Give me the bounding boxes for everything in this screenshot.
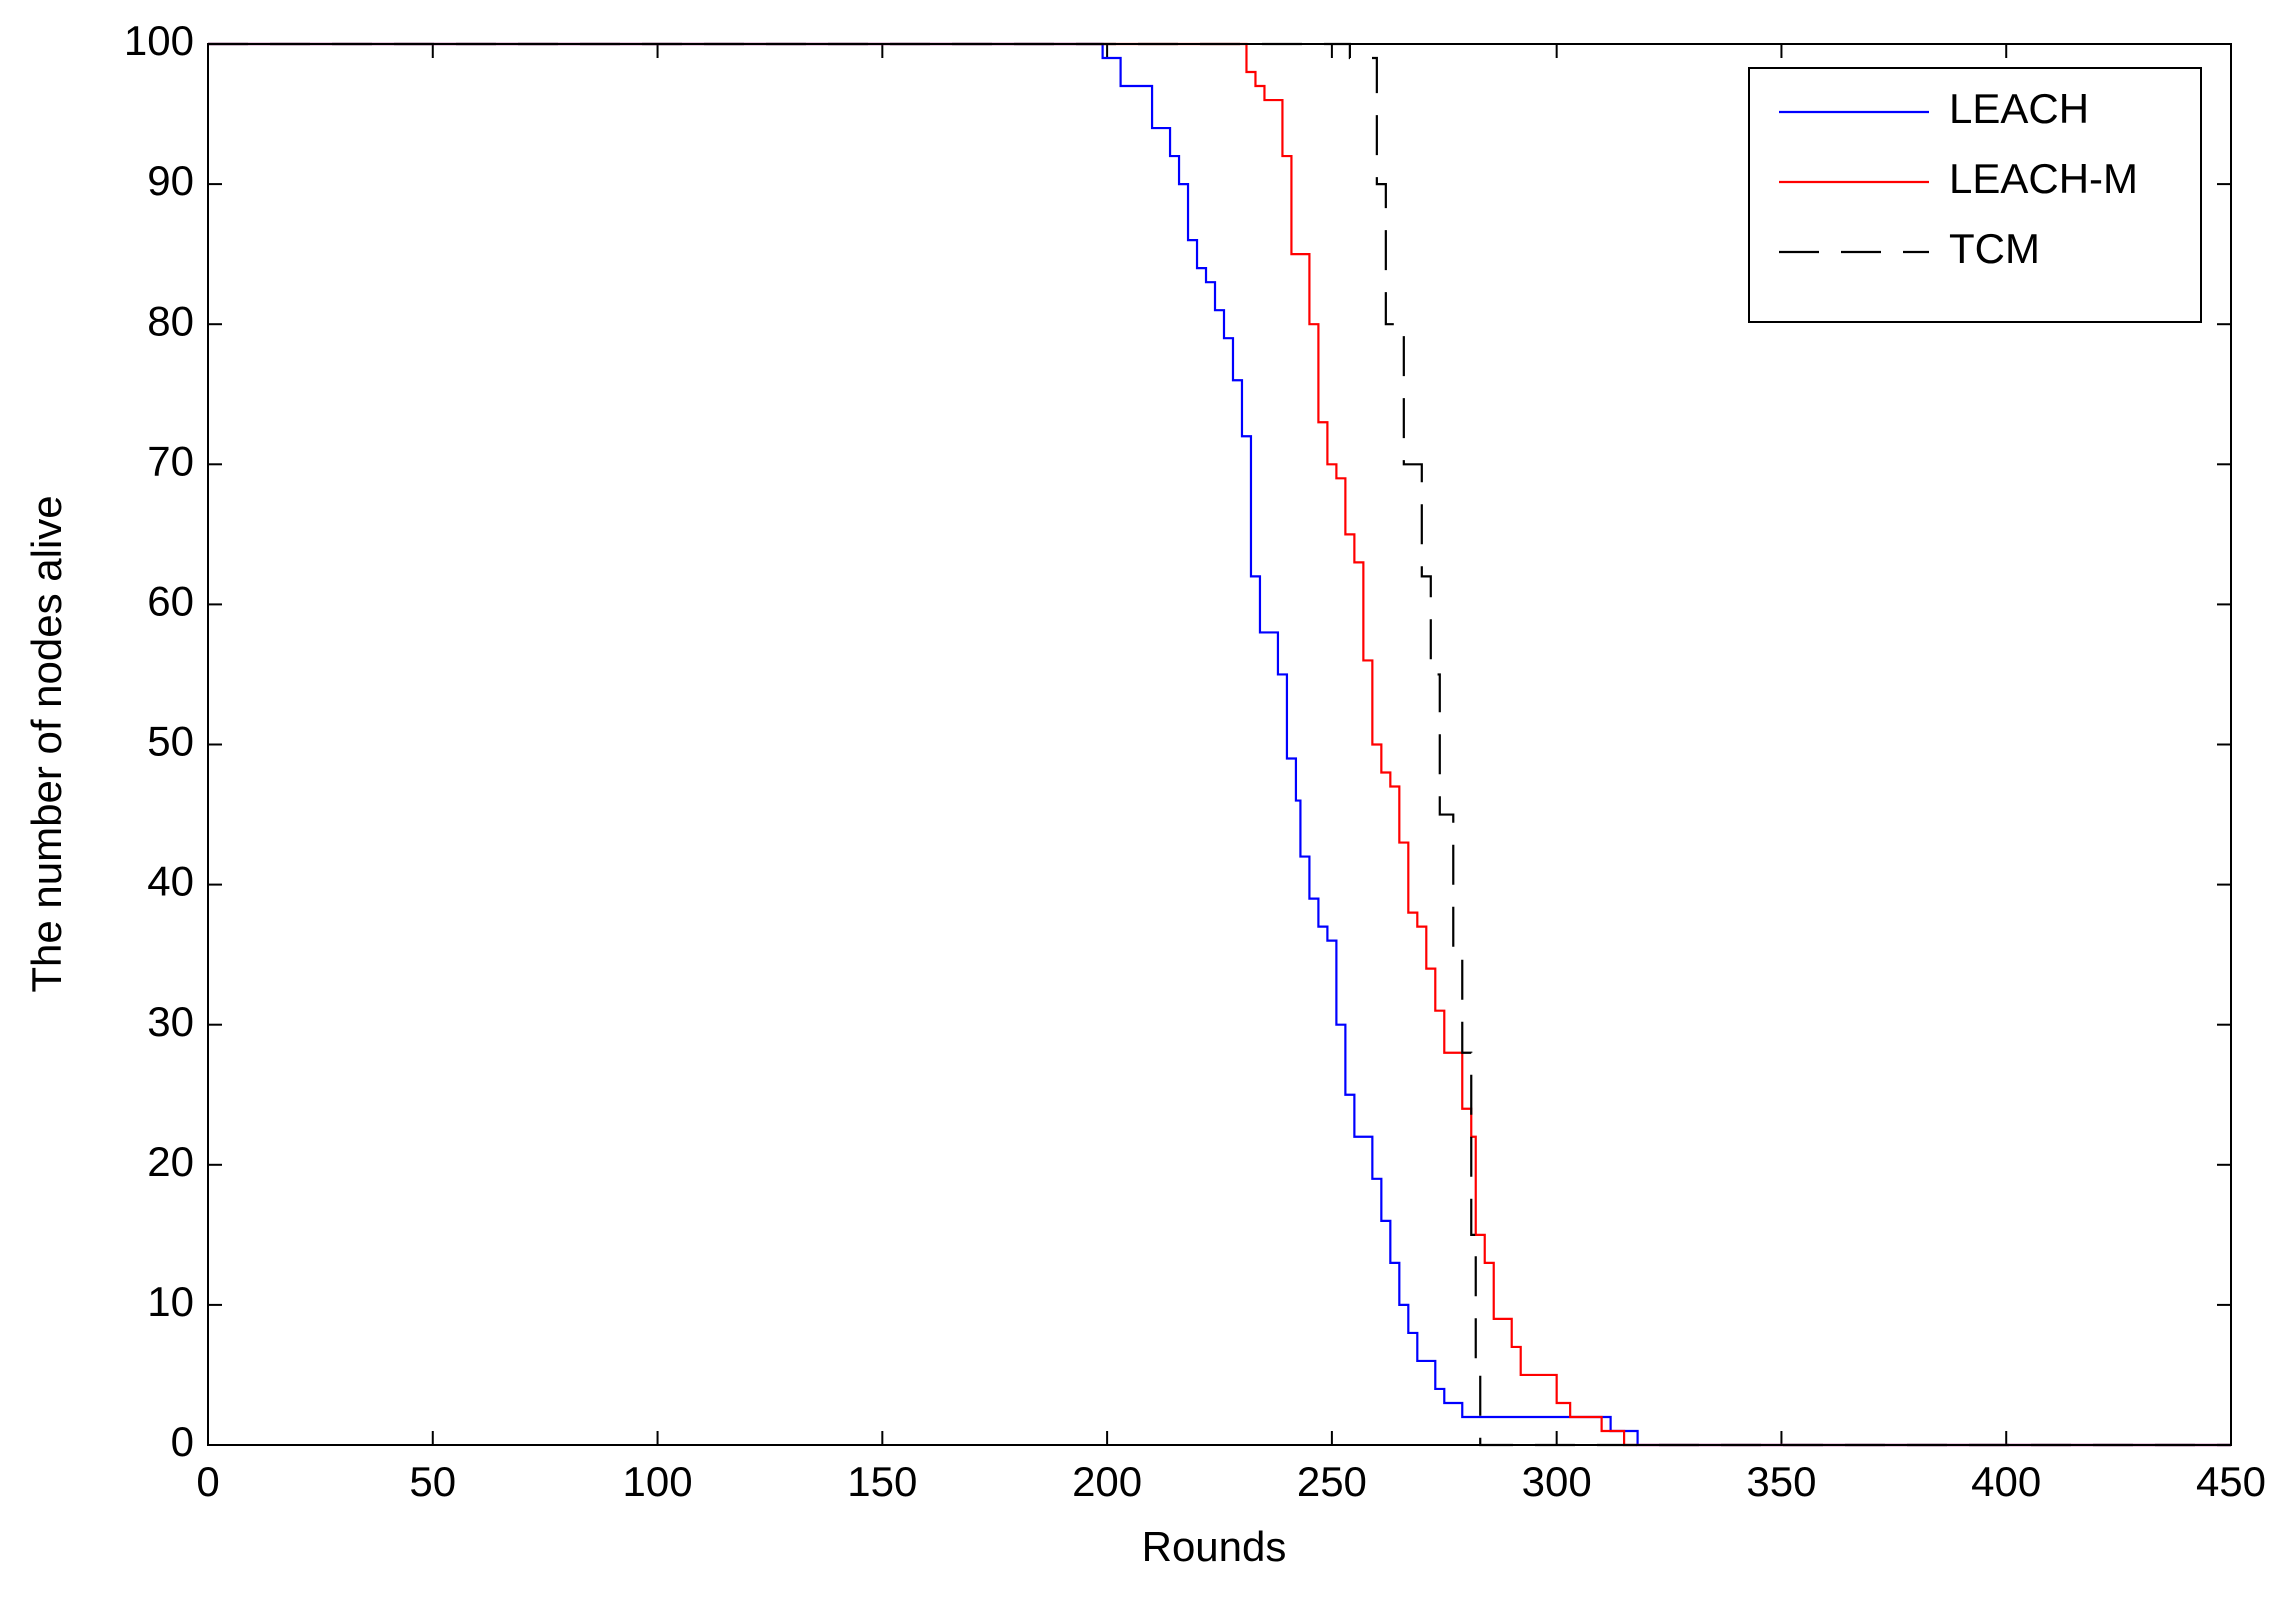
data-line xyxy=(208,42,2231,1447)
y-tick-label: 50 xyxy=(147,718,194,765)
y-tick-label: 100 xyxy=(124,17,194,64)
x-axis-label: Rounds xyxy=(1142,1523,1287,1570)
x-tick-label: 250 xyxy=(1297,1458,1367,1505)
legend-label: LEACH xyxy=(1949,85,2089,132)
x-tick-label: 400 xyxy=(1971,1458,2041,1505)
y-axis-label: The number of nodes alive xyxy=(23,495,70,992)
legend-box xyxy=(1748,67,2202,323)
y-tick-label: 10 xyxy=(147,1278,194,1325)
y-tick-label: 80 xyxy=(147,297,194,344)
y-tick-label: 90 xyxy=(147,157,194,204)
y-tick-label: 0 xyxy=(171,1418,194,1465)
x-tick-label: 450 xyxy=(2196,1458,2266,1505)
y-tick-label: 60 xyxy=(147,577,194,624)
y-tick-label: 30 xyxy=(147,998,194,1045)
x-tick-label: 100 xyxy=(623,1458,693,1505)
x-tick-label: 150 xyxy=(847,1458,917,1505)
data-line xyxy=(208,42,2231,1447)
plot-frame xyxy=(207,43,2232,1446)
y-tick-label: 20 xyxy=(147,1138,194,1185)
x-tick-label: 300 xyxy=(1522,1458,1592,1505)
x-tick-label: 50 xyxy=(409,1458,456,1505)
legend-label: TCM xyxy=(1949,225,2040,272)
y-tick-label: 40 xyxy=(147,858,194,905)
x-tick-label: 200 xyxy=(1072,1458,1142,1505)
y-tick-label: 70 xyxy=(147,437,194,484)
data-line xyxy=(208,42,2231,1447)
x-tick-label: 0 xyxy=(196,1458,219,1505)
legend-label: LEACH-M xyxy=(1949,155,2138,202)
x-tick-label: 350 xyxy=(1746,1458,1816,1505)
